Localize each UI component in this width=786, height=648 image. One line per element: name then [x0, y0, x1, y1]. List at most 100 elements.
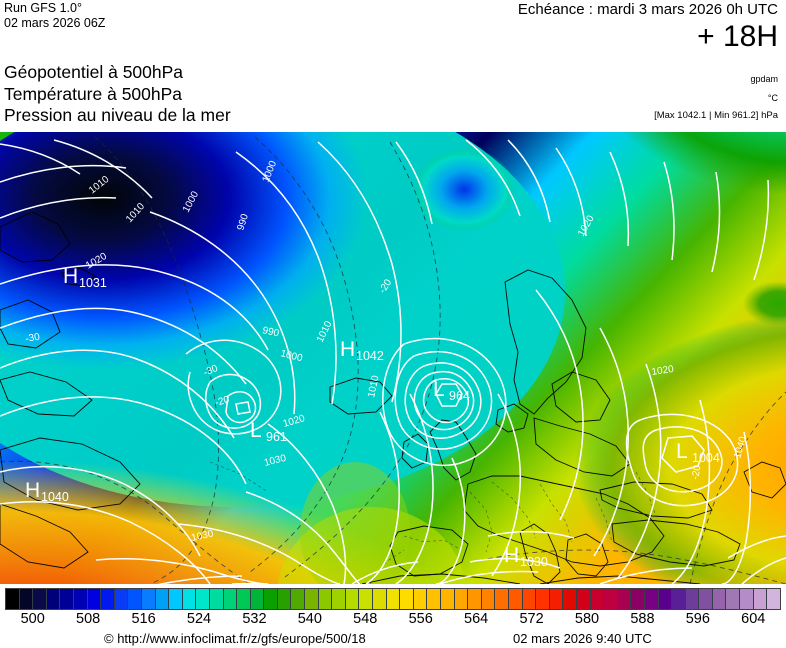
colorbar-swatch [373, 589, 387, 609]
pressure-center-letter: H [340, 338, 355, 361]
colorbar-swatch [522, 589, 537, 609]
pressure-center-letter: H [504, 544, 519, 567]
colorbar-swatch [141, 589, 156, 609]
colorbar-swatch [590, 589, 605, 609]
forecast-hour-label: + 18H [697, 20, 778, 53]
colorbar-swatch [33, 589, 47, 609]
field-titles: Géopotentiel à 500hPa Température à 500h… [4, 62, 231, 125]
colorbar-swatch [318, 589, 333, 609]
colorbar-swatch [481, 589, 496, 609]
colorbar-swatch [305, 589, 319, 609]
colorbar-swatch [495, 589, 509, 609]
pressure-center-value: 961 [266, 430, 287, 444]
colorbar-swatch [101, 589, 115, 609]
isobar-label: 990 [235, 212, 251, 232]
colorbar-swatch [169, 589, 183, 609]
colorbar-swatch [441, 589, 455, 609]
colorbar-swatch [386, 589, 401, 609]
colorbar-tick: 580 [574, 611, 600, 627]
colorbar-swatch [277, 589, 292, 609]
source-credit[interactable]: © http://www.infoclimat.fr/z/gfs/europe/… [104, 631, 366, 646]
isobar-label: 1010 [366, 374, 381, 398]
isobar-label: 1000 [279, 348, 304, 364]
colorbar-swatch [468, 589, 482, 609]
pressure-center-letter: L [676, 440, 688, 463]
weather-map[interactable]: H 1031 H 1042 L 961 L 964 L 1004 H 1040 … [0, 132, 786, 584]
unit-geopotential-label: gpdam [750, 74, 778, 84]
colorbar-swatch [223, 589, 238, 609]
colorbar-swatch [427, 589, 441, 609]
temp-label: -20 [690, 464, 703, 481]
colorbar-tick: 516 [131, 611, 156, 627]
pressure-center-labels: H 1031 H 1042 L 961 L 964 L 1004 H 1040 … [25, 265, 720, 569]
colorbar-tick: 524 [186, 611, 212, 627]
colorbar-swatch [644, 589, 659, 609]
isobar-label: 1030 [190, 528, 214, 543]
pressure-center-letter: H [63, 265, 78, 288]
colorbar-swatch [631, 589, 645, 609]
colorbar-tick: 508 [76, 611, 101, 627]
colorbar-swatch [237, 589, 251, 609]
colorbar-swatch [658, 589, 673, 609]
temp-label: -20 [214, 394, 231, 409]
colorbar-swatch [740, 589, 754, 609]
isobar-label: 990 [261, 325, 280, 339]
temp-label: -30 [25, 332, 42, 345]
pressure-center-value: 1042 [356, 349, 384, 363]
colorbar-swatch [19, 589, 34, 609]
pressure-center-value: 1031 [79, 276, 107, 290]
map-canvas: H 1031 H 1042 L 961 L 964 L 1004 H 1040 … [0, 132, 786, 584]
colorbar-swatch [617, 589, 632, 609]
colorbar-swatch [767, 589, 780, 609]
pressure-center-value: 1040 [41, 490, 69, 504]
colorbar-tick: 532 [242, 611, 267, 627]
colorbar-tick: 500 [20, 611, 45, 627]
pressure-isobars [0, 139, 786, 584]
valid-time-label: Echéance : mardi 3 mars 2026 0h UTC [517, 1, 778, 18]
colorbar-swatch [576, 589, 591, 609]
pressure-center-value: 1030 [520, 555, 548, 569]
colorbar-swatch [400, 589, 414, 609]
temperature-labels: -20 -30 -20 -30 -20 [25, 277, 704, 480]
colorbar-swatch [332, 589, 346, 609]
pressure-center-value: 1004 [692, 451, 720, 465]
colorbar-tick: 540 [297, 611, 322, 627]
colorbar-tick-labels: 500 508 516 524 532 540 548 556 564 572 580 588 596 6… [0, 611, 786, 631]
unit-temperature-label: °C [767, 93, 778, 103]
colorbar-swatch [128, 589, 142, 609]
colorbar-swatch [604, 589, 618, 609]
pressure-center-letter: L [250, 419, 262, 442]
colorbar-section: 500 508 516 524 532 540 548 556 564 572 580 588 596 6… [0, 584, 786, 648]
colorbar-swatch [155, 589, 170, 609]
colorbar-swatch [454, 589, 469, 609]
pressure-center-value: 964 [449, 389, 470, 403]
colorbar-swatch [712, 589, 727, 609]
colorbar-swatch [209, 589, 224, 609]
colorbar-tick: 604 [741, 611, 766, 627]
colorbar-swatch [196, 589, 210, 609]
map-header: Run GFS 1.0° 02 mars 2026 06Z Echéance :… [0, 0, 786, 132]
pressure-center-letter: H [25, 479, 40, 502]
colorbar-swatch [536, 589, 550, 609]
colorbar-swatch [73, 589, 88, 609]
colorbar-swatch [345, 589, 360, 609]
geopotential-colorbar[interactable] [5, 588, 781, 610]
colorbar-swatch [359, 589, 374, 609]
colorbar-swatch [685, 589, 700, 609]
colorbar-swatch [6, 589, 20, 609]
colorbar-tick: 564 [464, 611, 489, 627]
colorbar-swatch [114, 589, 129, 609]
colorbar-swatch [87, 589, 102, 609]
colorbar-swatch [672, 589, 686, 609]
coastlines [0, 211, 786, 584]
colorbar-tick: 596 [685, 611, 710, 627]
colorbar-swatch [182, 589, 197, 609]
temp-label: -30 [202, 363, 220, 379]
colorbar-swatch [563, 589, 577, 609]
generation-timestamp: 02 mars 2026 9:40 UTC [513, 631, 652, 646]
colorbar-swatch [60, 589, 74, 609]
pressure-center-letter: L [433, 378, 445, 401]
colorbar-swatch [753, 589, 768, 609]
colorbar-swatch [549, 589, 564, 609]
colorbar-swatch [699, 589, 713, 609]
